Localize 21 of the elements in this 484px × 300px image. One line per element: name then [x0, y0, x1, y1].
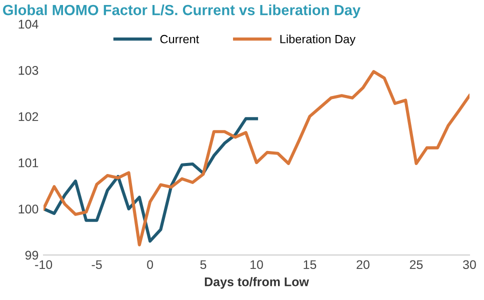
- x-tick-label: 20: [356, 260, 370, 270]
- x-tick-label: -10: [35, 260, 52, 270]
- x-tick-label: 5: [200, 260, 206, 270]
- x-axis-title: Days to/from Low: [204, 277, 309, 289]
- line-series: [44, 70, 470, 246]
- y-tick-label: 102: [18, 112, 38, 122]
- legend-label: Liberation Day: [280, 34, 356, 46]
- y-tick-label: 103: [18, 66, 38, 75]
- legend-label: Current: [160, 34, 200, 44]
- x-tick-label: 10: [250, 260, 263, 270]
- y-tick-label: 104: [18, 20, 38, 29]
- x-tick-label: -5: [92, 260, 102, 270]
- y-tick-label: 99: [25, 250, 38, 260]
- x-tick-label: 30: [463, 260, 476, 270]
- chart-title: Global MOMO Factor L/S. Current vs Liberation Day: [3, 4, 360, 18]
- x-tick-label: 0: [147, 260, 154, 270]
- y-tick-label: 100: [18, 204, 38, 214]
- y-tick-label: 101: [18, 158, 38, 168]
- x-tick-label: 15: [304, 260, 316, 270]
- line-series: [44, 117, 258, 243]
- x-tick-label: 25: [410, 260, 423, 270]
